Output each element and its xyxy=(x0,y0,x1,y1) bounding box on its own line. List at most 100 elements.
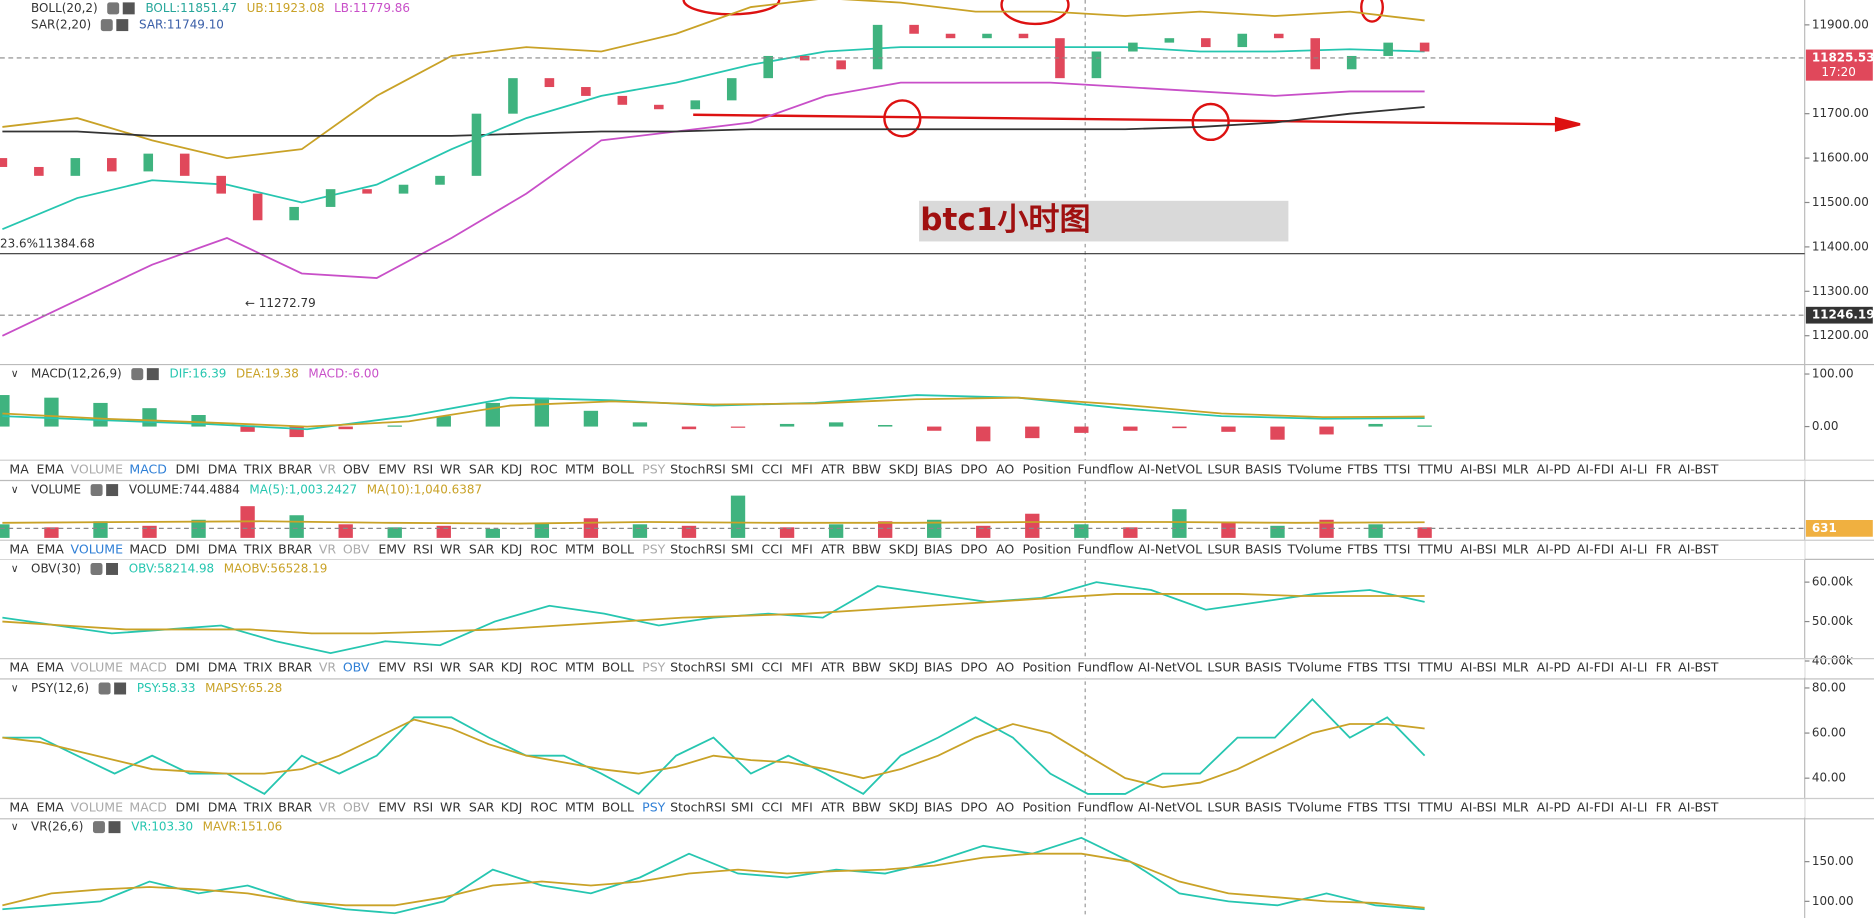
indicator-tab[interactable]: PSY xyxy=(642,660,666,675)
indicator-tab[interactable]: MFI xyxy=(791,461,813,476)
indicator-tab[interactable]: CCI xyxy=(761,541,782,556)
indicator-tab[interactable]: MA xyxy=(9,461,29,476)
indicator-tab[interactable]: OBV xyxy=(343,541,370,556)
indicator-tab[interactable]: BBW xyxy=(852,800,881,815)
settings-icon[interactable] xyxy=(92,821,105,834)
indicator-tab[interactable]: AI-NetVOL xyxy=(1138,541,1202,556)
indicator-tab[interactable]: ATR xyxy=(821,660,845,675)
indicator-tab[interactable]: StochRSI xyxy=(670,660,726,675)
indicator-tab[interactable]: RSI xyxy=(413,660,433,675)
close-icon[interactable] xyxy=(106,562,119,575)
indicator-tab[interactable]: AI-PD xyxy=(1537,461,1571,476)
indicator-tab[interactable]: EMA xyxy=(37,800,65,815)
indicator-tab[interactable]: TTSI xyxy=(1383,800,1411,815)
indicator-tab[interactable]: KDJ xyxy=(501,541,523,556)
indicator-tab[interactable]: BOLL xyxy=(602,461,634,476)
indicator-tab[interactable]: DMA xyxy=(208,541,237,556)
indicator-tab[interactable]: AI-PD xyxy=(1537,800,1571,815)
indicator-tab[interactable]: OBV xyxy=(343,461,370,476)
indicator-tab[interactable]: LSUR xyxy=(1207,541,1240,556)
indicator-tab[interactable]: ATR xyxy=(821,800,845,815)
indicator-tab[interactable]: DMA xyxy=(208,461,237,476)
indicator-tab[interactable]: ATR xyxy=(821,541,845,556)
indicator-tab[interactable]: SKDJ xyxy=(889,660,919,675)
indicator-tab[interactable]: BIAS xyxy=(924,800,953,815)
indicator-tab[interactable]: TRIX xyxy=(243,660,273,675)
indicator-tab[interactable]: EMV xyxy=(378,461,406,476)
indicator-tab[interactable]: Fundflow xyxy=(1077,660,1133,675)
indicator-tab[interactable]: AI-FDI xyxy=(1577,541,1614,556)
indicator-tab[interactable]: DPO xyxy=(961,800,988,815)
indicator-tab[interactable]: BIAS xyxy=(924,461,953,476)
indicator-tab[interactable]: BRAR xyxy=(278,660,312,675)
settings-icon[interactable] xyxy=(90,562,103,575)
close-icon[interactable] xyxy=(106,484,119,497)
indicator-tab[interactable]: AI-NetVOL xyxy=(1138,461,1202,476)
indicator-tab[interactable]: Position xyxy=(1023,800,1072,815)
indicator-tab[interactable]: BBW xyxy=(852,541,881,556)
indicator-tab[interactable]: AI-NetVOL xyxy=(1138,660,1202,675)
indicator-tab[interactable]: DPO xyxy=(961,541,988,556)
indicator-tab[interactable]: AI-PD xyxy=(1537,660,1571,675)
indicator-tab[interactable]: TTMU xyxy=(1417,800,1453,815)
indicator-tab[interactable]: SMI xyxy=(731,461,753,476)
settings-icon[interactable] xyxy=(131,368,144,381)
indicator-tab[interactable]: LSUR xyxy=(1207,800,1240,815)
indicator-tab[interactable]: BASIS xyxy=(1245,800,1282,815)
indicator-tab[interactable]: VOLUME xyxy=(71,461,124,476)
indicator-tab[interactable]: AO xyxy=(996,541,1014,556)
indicator-tab[interactable]: SAR xyxy=(469,461,495,476)
indicator-tab[interactable]: AI-BSI xyxy=(1460,660,1496,675)
indicator-tab[interactable]: MTM xyxy=(565,461,594,476)
close-icon[interactable] xyxy=(108,821,121,834)
indicator-tab[interactable]: DMA xyxy=(208,660,237,675)
indicator-tab[interactable]: BOLL xyxy=(602,541,634,556)
indicator-tab[interactable]: TVolume xyxy=(1287,660,1343,675)
indicator-tab[interactable]: DMI xyxy=(176,660,200,675)
indicator-tab[interactable]: MACD xyxy=(129,461,167,476)
indicator-tab[interactable]: FR xyxy=(1656,800,1672,815)
indicator-tab[interactable]: SKDJ xyxy=(889,541,919,556)
indicator-tab[interactable]: MA xyxy=(9,660,29,675)
indicator-tab[interactable]: AI-FDI xyxy=(1577,660,1614,675)
indicator-tab[interactable]: MLR xyxy=(1502,461,1529,476)
indicator-tab[interactable]: StochRSI xyxy=(670,461,726,476)
indicator-tab[interactable]: EMA xyxy=(37,461,65,476)
close-icon[interactable] xyxy=(146,368,159,381)
indicator-tab[interactable]: MTM xyxy=(565,800,594,815)
indicator-tab[interactable]: TVolume xyxy=(1287,461,1343,476)
indicator-tab[interactable]: ROC xyxy=(530,541,558,556)
indicator-tab[interactable]: BOLL xyxy=(602,800,634,815)
indicator-tab[interactable]: MLR xyxy=(1502,660,1529,675)
indicator-tab[interactable]: MTM xyxy=(565,541,594,556)
close-icon[interactable] xyxy=(122,2,135,15)
indicator-tab[interactable]: Position xyxy=(1023,461,1072,476)
indicator-tab[interactable]: AI-FDI xyxy=(1577,800,1614,815)
indicator-tab[interactable]: KDJ xyxy=(501,461,523,476)
indicator-tab[interactable]: DMA xyxy=(208,800,237,815)
indicator-tab[interactable]: AO xyxy=(996,660,1014,675)
indicator-tab[interactable]: PSY xyxy=(642,461,666,476)
indicator-tab[interactable]: BIAS xyxy=(924,660,953,675)
indicator-tab[interactable]: AI-NetVOL xyxy=(1138,800,1202,815)
indicator-tab[interactable]: FTBS xyxy=(1347,541,1378,556)
indicator-tab[interactable]: CCI xyxy=(761,461,782,476)
indicator-tab[interactable]: EMV xyxy=(378,541,406,556)
indicator-tab[interactable]: SAR xyxy=(469,800,495,815)
indicator-tab[interactable]: Position xyxy=(1023,660,1072,675)
indicator-tab[interactable]: VOLUME xyxy=(71,660,124,675)
indicator-tab[interactable]: SKDJ xyxy=(889,461,919,476)
indicator-tab[interactable]: VR xyxy=(319,461,337,476)
indicator-tab[interactable]: DMI xyxy=(176,800,200,815)
indicator-tab[interactable]: TTMU xyxy=(1417,660,1453,675)
indicator-tab[interactable]: TVolume xyxy=(1287,800,1343,815)
indicator-tab[interactable]: StochRSI xyxy=(670,541,726,556)
indicator-tab[interactable]: AI-BSI xyxy=(1460,541,1496,556)
indicator-tab[interactable]: FTBS xyxy=(1347,660,1378,675)
indicator-tab[interactable]: LSUR xyxy=(1207,660,1240,675)
indicator-tab[interactable]: WR xyxy=(440,800,461,815)
indicator-tab[interactable]: TRIX xyxy=(243,800,273,815)
indicator-tab[interactable]: AI-BST xyxy=(1678,541,1719,556)
indicator-tab[interactable]: EMA xyxy=(37,541,65,556)
indicator-tab[interactable]: Position xyxy=(1023,541,1072,556)
